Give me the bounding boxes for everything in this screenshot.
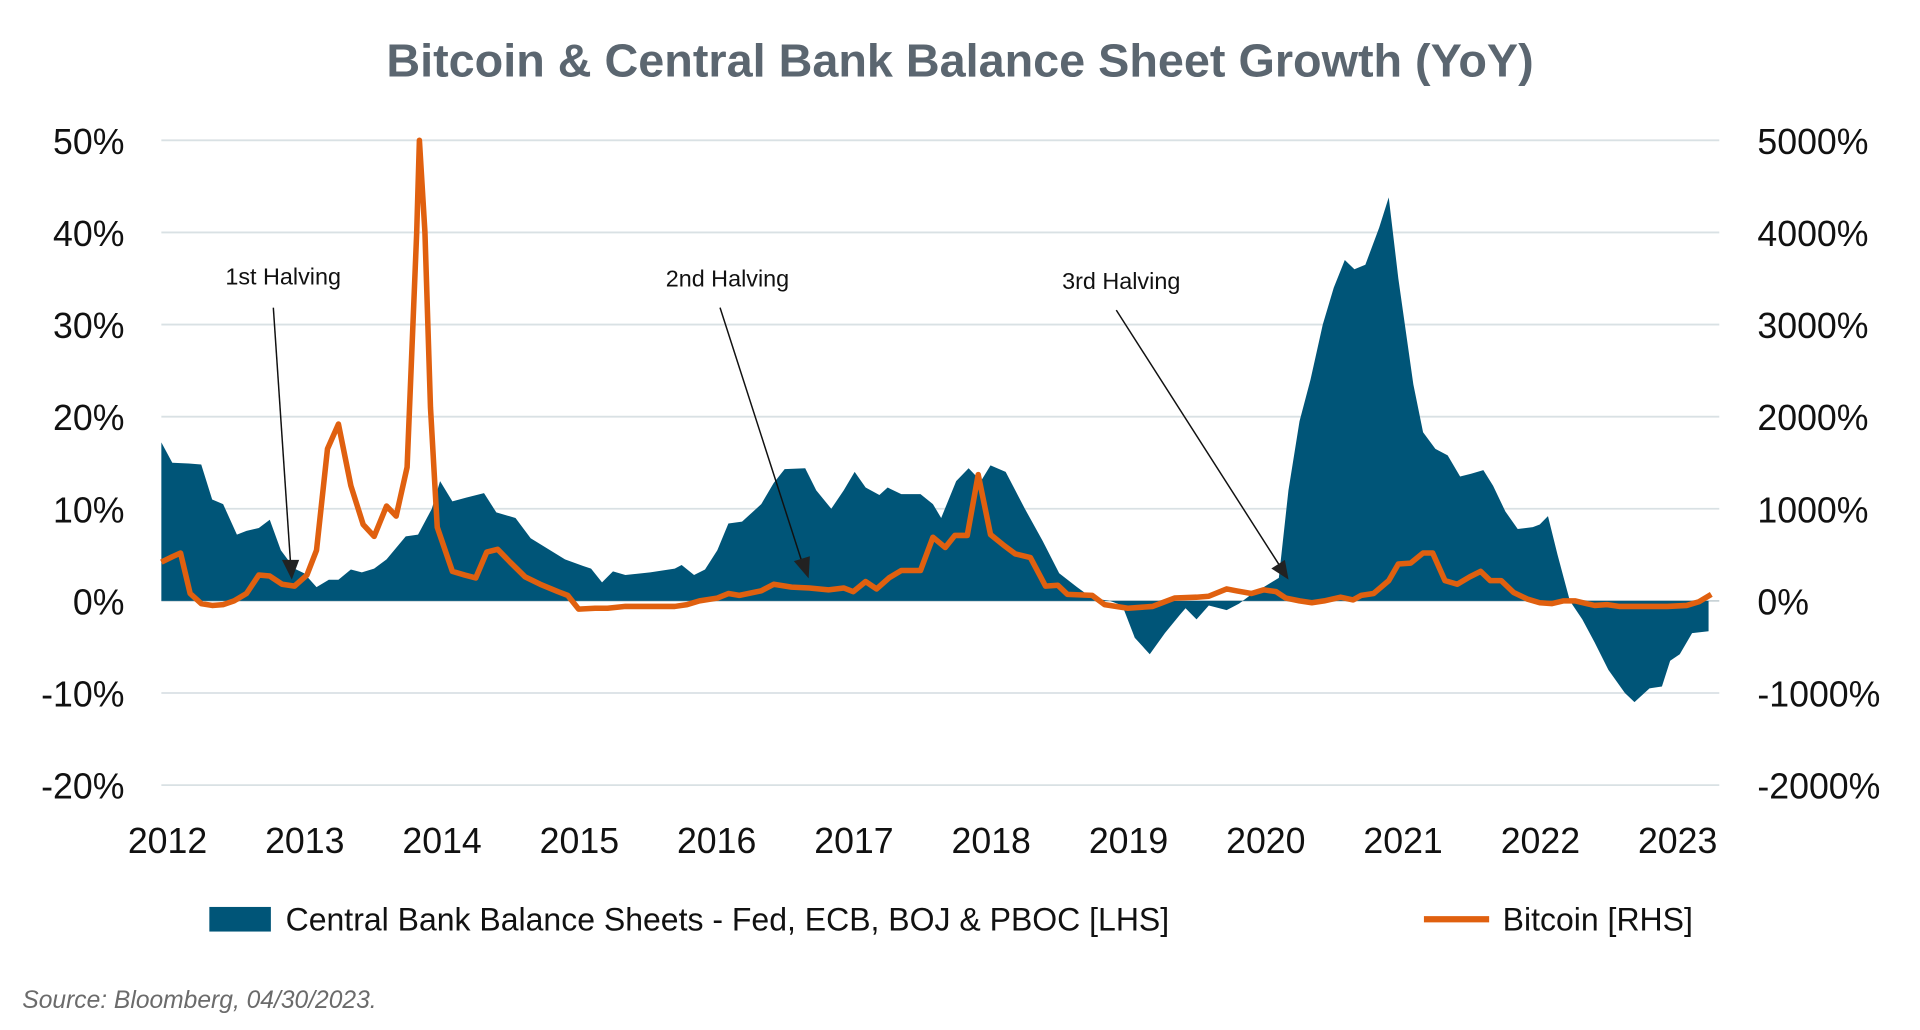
x-tick-label: 2014 [402, 821, 481, 861]
gridlines [161, 139, 1720, 787]
bitcoin-line [160, 137, 1713, 612]
y-left-tick-label: -10% [41, 675, 124, 715]
x-tick-label: 2019 [1089, 821, 1168, 861]
y-left-tick-label: 30% [53, 306, 124, 346]
annotation-arrow-1st [272, 307, 292, 564]
x-tick-label: 2016 [677, 821, 756, 861]
y-left-tick-label: 0% [73, 582, 125, 622]
y-left-tick-label: -20% [41, 767, 124, 807]
legend-label-central-bank: Central Bank Balance Sheets - Fed, ECB, … [286, 901, 1170, 937]
x-tick-label: 2020 [1226, 821, 1305, 861]
source-note: Source: Bloomberg, 04/30/2023. [22, 987, 376, 1014]
central-bank-area [161, 197, 1709, 703]
x-tick-label: 2022 [1501, 821, 1580, 861]
y-right-tick-label: 4000% [1757, 214, 1868, 254]
y-left-tick-label: 40% [53, 214, 124, 254]
annotation-2nd-halving: 2nd Halving [666, 266, 789, 292]
axes: 50% 40% 30% 20% 10% 0% -10% -20% 5000% 4000% 3000%… [41, 122, 1880, 861]
annotation-3rd-halving: 3rd Halving [1062, 268, 1180, 294]
legend-swatch-central-bank [209, 906, 271, 932]
y-right-tick-label: -2000% [1757, 767, 1880, 807]
annotations: 1st Halving 2nd Halving 3rd Halving [225, 263, 1289, 580]
x-tick-label: 2023 [1638, 821, 1717, 861]
annotation-arrow-2nd [719, 307, 804, 564]
x-tick-label: 2018 [952, 821, 1031, 861]
chart-title: Bitcoin & Central Bank Balance Sheet Gro… [386, 34, 1533, 86]
y-left-tick-label: 10% [53, 490, 124, 530]
annotation-1st-halving: 1st Halving [225, 263, 341, 289]
y-left-tick-label: 20% [53, 398, 124, 438]
y-left-tick-label: 50% [53, 122, 124, 162]
y-right-tick-label: 2000% [1757, 398, 1868, 438]
y-right-tick-label: -1000% [1757, 675, 1880, 715]
x-tick-label: 2015 [540, 821, 619, 861]
y-right-tick-label: 3000% [1757, 306, 1868, 346]
legend-label-bitcoin: Bitcoin [RHS] [1503, 901, 1693, 937]
annotation-arrow-3rd [1115, 309, 1281, 567]
y-right-tick-label: 1000% [1757, 490, 1868, 530]
legend: Central Bank Balance Sheets - Fed, ECB, … [209, 901, 1693, 937]
x-tick-label: 2017 [814, 821, 893, 861]
x-tick-label: 2021 [1363, 821, 1442, 861]
arrowhead-3rd-icon [1271, 559, 1289, 580]
plot-area [160, 137, 1713, 703]
arrowhead-1st-icon [281, 559, 300, 580]
x-tick-label: 2013 [265, 821, 344, 861]
x-tick-label: 2012 [128, 821, 207, 861]
y-right-tick-label: 0% [1757, 582, 1809, 622]
y-right-tick-label: 5000% [1757, 122, 1868, 162]
arrowhead-2nd-icon [793, 556, 810, 579]
